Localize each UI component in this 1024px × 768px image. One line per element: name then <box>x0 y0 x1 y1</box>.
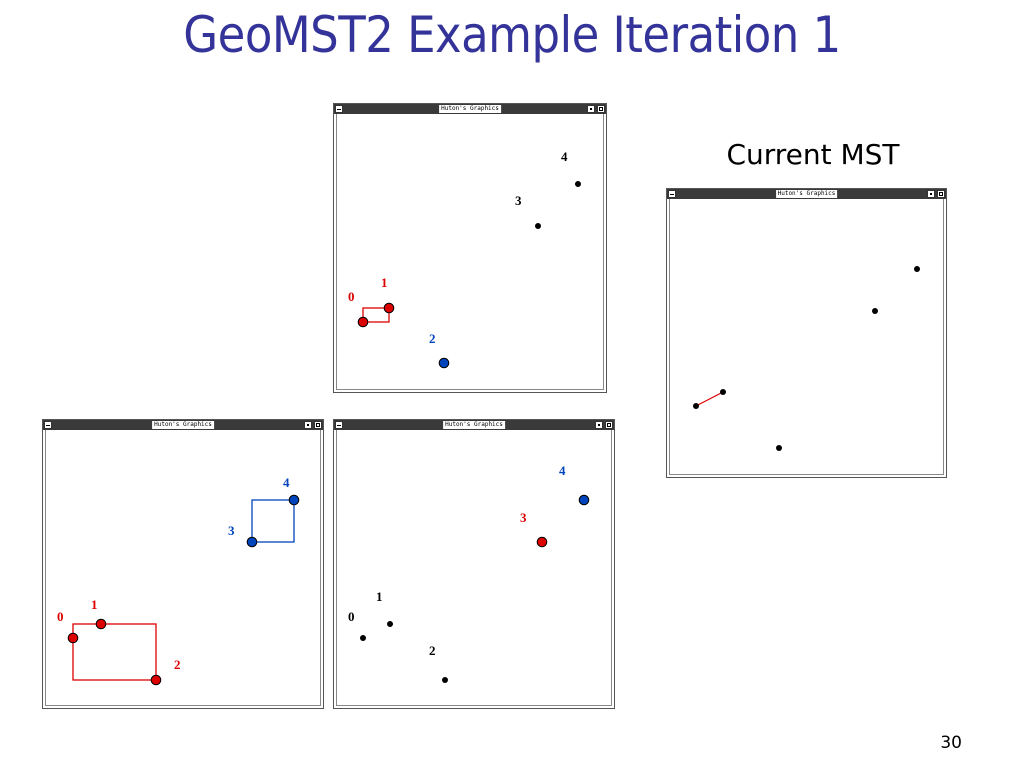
window-menu-icon[interactable] <box>335 105 343 113</box>
point-label-4: 4 <box>559 463 566 478</box>
slide-title: GeoMST2 Example Iteration 1 <box>183 6 841 64</box>
point-label-2: 2 <box>429 331 436 346</box>
point-0 <box>67 632 79 644</box>
minimize-icon[interactable] <box>595 421 603 429</box>
maximize-icon[interactable] <box>597 105 605 113</box>
point-label-0: 0 <box>348 289 355 304</box>
point-label-0: 0 <box>348 609 355 624</box>
point-2 <box>442 677 448 683</box>
point-label-0: 0 <box>57 609 64 624</box>
window-titlebar[interactable]: Huton's Graphics <box>667 189 946 199</box>
graphics-canvas: 0 1 2 3 4 <box>348 463 590 683</box>
points-layer: 0 1 2 3 4 <box>348 463 590 683</box>
window-titlebar[interactable]: Huton's Graphics <box>334 104 606 114</box>
point-1 <box>383 302 395 314</box>
point-3 <box>246 536 258 548</box>
point-2 <box>150 674 162 686</box>
point-1 <box>95 618 107 630</box>
maximize-icon[interactable] <box>314 421 322 429</box>
page-number: 30 <box>940 733 962 753</box>
partition-box <box>251 499 295 543</box>
maximize-icon[interactable] <box>605 421 613 429</box>
point-label-3: 3 <box>228 523 235 538</box>
point-label-1: 1 <box>376 589 383 604</box>
point-1 <box>720 389 726 395</box>
point-3 <box>872 308 878 314</box>
point-label-1: 1 <box>91 597 98 612</box>
point-4 <box>578 494 590 506</box>
points-layer: 0 1 2 3 4 <box>348 149 581 369</box>
window-title: Huton's Graphics <box>439 105 501 113</box>
point-label-3: 3 <box>520 510 527 525</box>
window-titlebar[interactable]: Huton's Graphics <box>334 420 614 430</box>
minimize-icon[interactable] <box>927 190 935 198</box>
point-label-4: 4 <box>283 475 290 490</box>
window-title: Huton's Graphics <box>152 421 214 429</box>
points-layer <box>693 266 920 451</box>
point-label-2: 2 <box>174 657 181 672</box>
point-2 <box>438 357 450 369</box>
graphics-canvas: 0 1 2 3 4 <box>348 149 581 369</box>
minimize-icon[interactable] <box>587 105 595 113</box>
window-title: Huton's Graphics <box>775 190 838 198</box>
window-titlebar[interactable]: Huton's Graphics <box>43 420 323 430</box>
point-label-4: 4 <box>561 149 568 164</box>
partition-window-bottom-right: Huton's Graphics 0 1 2 3 4 <box>333 419 615 709</box>
window-menu-icon[interactable] <box>668 190 676 198</box>
graphics-canvas <box>693 266 920 451</box>
point-label-3: 3 <box>515 193 522 208</box>
point-label-2: 2 <box>429 643 436 658</box>
point-0 <box>693 403 699 409</box>
partition-window-bottom-left: Huton's Graphics 0 1 2 3 4 <box>42 419 324 709</box>
point-3 <box>536 536 548 548</box>
partition-box <box>362 307 390 323</box>
point-1 <box>387 621 393 627</box>
maximize-icon[interactable] <box>937 190 945 198</box>
graphics-canvas: 0 1 2 3 4 <box>57 475 300 686</box>
current-mst-window: Huton's Graphics <box>666 188 947 478</box>
partition-window-top: Huton's Graphics 0 1 2 3 4 <box>333 103 607 393</box>
point-4 <box>575 181 581 187</box>
current-mst-caption: Current MST <box>726 138 900 171</box>
mst-edge <box>695 391 724 407</box>
point-3 <box>535 223 541 229</box>
partition-box <box>72 623 157 681</box>
point-4 <box>914 266 920 272</box>
window-title: Huton's Graphics <box>443 421 505 429</box>
points-layer: 0 1 2 3 4 <box>57 475 300 686</box>
window-menu-icon[interactable] <box>44 421 52 429</box>
window-menu-icon[interactable] <box>335 421 343 429</box>
minimize-icon[interactable] <box>304 421 312 429</box>
point-2 <box>776 445 782 451</box>
point-0 <box>357 316 369 328</box>
point-4 <box>288 494 300 506</box>
point-0 <box>360 635 366 641</box>
point-label-1: 1 <box>381 275 388 290</box>
